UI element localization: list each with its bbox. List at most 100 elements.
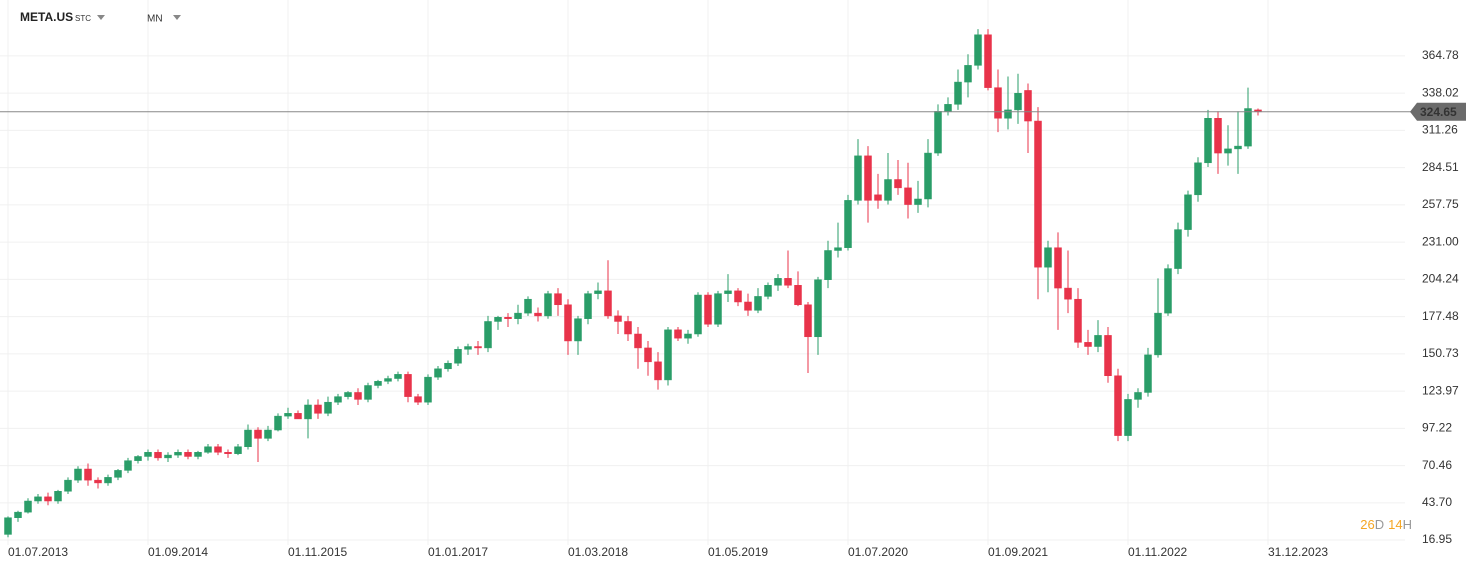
candle-body bbox=[514, 312, 522, 319]
candle-body bbox=[804, 304, 812, 338]
candle-body bbox=[644, 347, 652, 363]
candle-body bbox=[354, 392, 362, 400]
x-tick-label: 01.09.2021 bbox=[988, 545, 1048, 559]
candle-body bbox=[324, 401, 332, 414]
candle-body bbox=[44, 496, 52, 502]
candle-body bbox=[224, 452, 232, 454]
candle-body bbox=[1064, 287, 1072, 300]
candle-body bbox=[904, 187, 912, 205]
y-tick-label: 177.48 bbox=[1422, 309, 1459, 323]
candle-body bbox=[844, 200, 852, 248]
candle-body bbox=[934, 111, 942, 154]
candle-body bbox=[864, 155, 872, 201]
last-price-box bbox=[1410, 102, 1466, 121]
candle-body bbox=[754, 296, 762, 311]
candle-body bbox=[1134, 392, 1142, 400]
candle-body bbox=[1084, 342, 1092, 347]
y-tick-label: 43.70 bbox=[1422, 495, 1452, 509]
candle-body bbox=[684, 333, 692, 339]
y-tick-label: 231.00 bbox=[1422, 234, 1459, 248]
y-tick-label: 204.24 bbox=[1422, 272, 1459, 286]
candle-body bbox=[204, 446, 212, 453]
y-tick-label: 364.78 bbox=[1422, 48, 1459, 62]
candle-body bbox=[114, 470, 122, 478]
candle-body bbox=[404, 374, 412, 397]
candle-body bbox=[734, 290, 742, 303]
candle-body bbox=[1164, 268, 1172, 314]
countdown-hours: 14 bbox=[1388, 517, 1402, 532]
candle-body bbox=[764, 285, 772, 297]
y-tick-label: 284.51 bbox=[1422, 160, 1459, 174]
candle-body bbox=[634, 333, 642, 349]
candle-body bbox=[784, 278, 792, 286]
candle-body bbox=[1054, 247, 1062, 289]
instrument-type: STC bbox=[75, 14, 91, 23]
candle-body bbox=[424, 376, 432, 403]
candle-body bbox=[1174, 229, 1182, 269]
candle-body bbox=[1204, 118, 1212, 164]
candle-body bbox=[1234, 145, 1242, 150]
candle-body bbox=[1124, 399, 1132, 436]
candle-body bbox=[574, 318, 582, 342]
candle-body bbox=[364, 385, 372, 400]
candle-body bbox=[824, 250, 832, 280]
candle-body bbox=[284, 413, 292, 417]
candle-body bbox=[344, 392, 352, 397]
candle-body bbox=[394, 374, 402, 379]
dropdown-arrow[interactable] bbox=[97, 15, 105, 20]
candle-body bbox=[1044, 247, 1052, 268]
candle-body bbox=[34, 496, 42, 502]
candle-body bbox=[84, 468, 92, 481]
candle-body bbox=[924, 152, 932, 200]
candle-body bbox=[1014, 92, 1022, 111]
x-tick-label: 01.05.2019 bbox=[708, 545, 768, 559]
candle-body bbox=[154, 452, 162, 459]
candle-body bbox=[1144, 354, 1152, 393]
candle-body bbox=[1074, 298, 1082, 343]
candle-body bbox=[854, 155, 862, 201]
y-tick-label: 311.26 bbox=[1422, 123, 1458, 137]
candle-body bbox=[304, 404, 312, 420]
symbol[interactable]: META.US bbox=[20, 10, 73, 24]
candle-body bbox=[794, 285, 802, 306]
candle-body bbox=[64, 479, 72, 492]
candle-body bbox=[104, 477, 112, 484]
candle-body bbox=[654, 361, 662, 381]
candle-body bbox=[174, 452, 182, 456]
candle-body bbox=[1004, 109, 1012, 119]
candle-body bbox=[184, 452, 192, 457]
x-tick-label: 01.07.2020 bbox=[848, 545, 908, 559]
candle-body bbox=[584, 293, 592, 319]
candle-body bbox=[1034, 120, 1042, 268]
candle-body bbox=[524, 298, 532, 314]
candle-body bbox=[564, 304, 572, 342]
grid bbox=[0, 0, 1405, 545]
candle-body bbox=[814, 279, 822, 338]
candle-body bbox=[914, 198, 922, 205]
candle-body bbox=[894, 179, 902, 189]
candle-body bbox=[624, 321, 632, 335]
candle-body bbox=[1184, 194, 1192, 230]
last-price-label: 324.65 bbox=[1420, 105, 1457, 119]
interval[interactable]: MN bbox=[147, 14, 163, 25]
x-tick-label: 31.12.2023 bbox=[1268, 545, 1328, 559]
candle-body bbox=[334, 396, 342, 403]
candle-body bbox=[714, 293, 722, 325]
x-tick-label: 01.09.2014 bbox=[148, 545, 208, 559]
candle-body bbox=[134, 456, 142, 461]
candle-body bbox=[414, 396, 422, 403]
y-tick-label: 150.73 bbox=[1422, 346, 1459, 360]
candle-body bbox=[1024, 90, 1032, 122]
candle-body bbox=[554, 293, 562, 306]
candle-body bbox=[54, 491, 62, 502]
candle-body bbox=[614, 315, 622, 322]
x-tick-label: 01.11.2022 bbox=[1128, 545, 1187, 559]
dropdown-arrow[interactable] bbox=[173, 15, 181, 20]
candle-body bbox=[444, 362, 452, 370]
candle-body bbox=[984, 34, 992, 88]
candle-body bbox=[294, 413, 302, 420]
x-tick-label: 01.11.2015 bbox=[288, 545, 347, 559]
candle-body bbox=[534, 312, 542, 317]
candle-body bbox=[704, 294, 712, 325]
